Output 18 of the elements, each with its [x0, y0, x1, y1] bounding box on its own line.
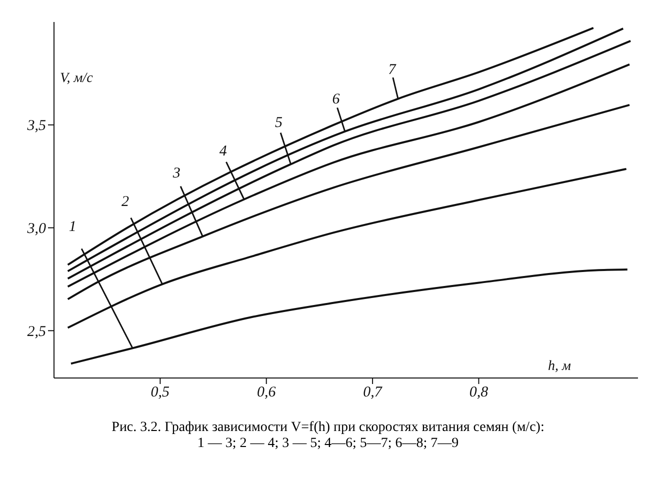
annotation: 2 — [122, 194, 130, 210]
text: 1 — 3; 2 — 4; 3 — 5; 4—6; 5—7; 6—8; 7—9 — [196, 436, 460, 452]
annotation: 4 — [219, 143, 228, 160]
text: Рис. 3.2. График зависимости V=f(h) при скоростях витания семян (м/с): — [110, 420, 546, 436]
x-tick-label: 0,5 — [150, 384, 170, 401]
y-tick-label: 3,5 — [26, 118, 46, 134]
y-axis-title: V, м/с — [60, 71, 94, 86]
x-axis-title: h, м — [548, 359, 571, 374]
annotation: 3 — [172, 165, 180, 182]
annotation: 5 — [275, 115, 284, 132]
annotation: 6 — [332, 91, 340, 108]
y-tick-label: 3,0 — [26, 221, 46, 238]
annotation: 7 — [388, 62, 398, 78]
x-tick-label: 0,8 — [469, 384, 489, 401]
x-tick-label: 0,7 — [363, 384, 384, 401]
annotation: 1 — [68, 219, 76, 236]
y-tick-label: 2,5 — [27, 324, 46, 340]
x-tick-label: 0,6 — [256, 384, 276, 401]
